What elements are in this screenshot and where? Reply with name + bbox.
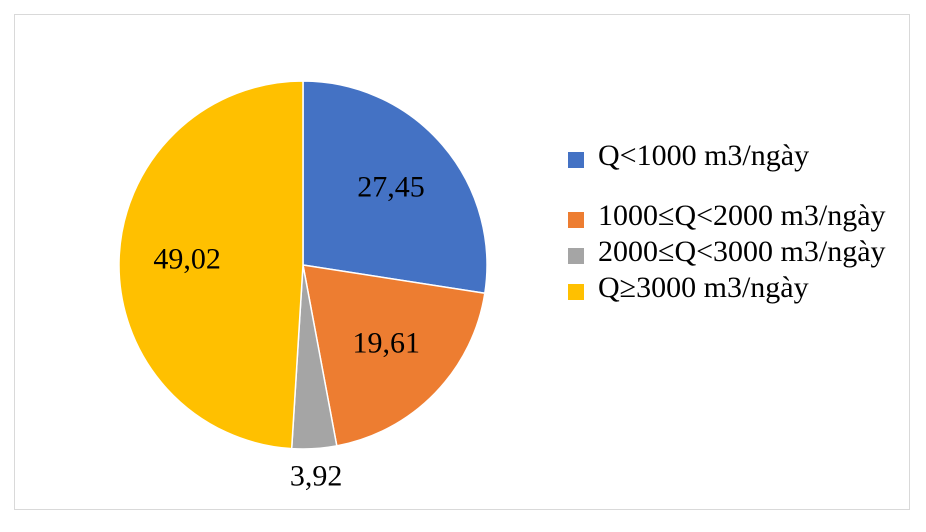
legend-label-q-1000-2000: 1000≤Q<2000 m3/ngày bbox=[598, 199, 886, 232]
legend: Q<1000 m3/ngày 1000≤Q<2000 m3/ngày 2000≤… bbox=[568, 138, 888, 306]
legend-swatch-yellow bbox=[568, 284, 584, 300]
legend-item-q-1000-2000: 1000≤Q<2000 m3/ngày bbox=[568, 198, 888, 234]
data-label-q-under-1000: 27,45 bbox=[357, 170, 425, 203]
legend-item-q-under-1000: Q<1000 m3/ngày bbox=[568, 138, 888, 174]
legend-swatch-orange bbox=[568, 212, 584, 228]
legend-label-q-2000-3000: 2000≤Q<3000 m3/ngày bbox=[598, 235, 886, 268]
pie-slice-q-over-3000 bbox=[118, 80, 304, 450]
data-label-q-over-3000: 49,02 bbox=[153, 242, 221, 275]
legend-label-q-over-3000: Q≥3000 m3/ngày bbox=[598, 271, 809, 304]
legend-swatch-gray bbox=[568, 248, 584, 264]
legend-swatch-blue bbox=[568, 152, 584, 168]
pie-slice-q-1000-2000 bbox=[302, 264, 486, 447]
pie-slice-q-under-1000 bbox=[302, 80, 488, 295]
legend-item-q-over-3000: Q≥3000 m3/ngày bbox=[568, 270, 888, 306]
legend-label-q-under-1000: Q<1000 m3/ngày bbox=[598, 139, 810, 172]
legend-item-q-2000-3000: 2000≤Q<3000 m3/ngày bbox=[568, 234, 888, 270]
data-label-q-1000-2000: 19,61 bbox=[352, 327, 420, 360]
data-label-q-2000-3000: 3,92 bbox=[290, 459, 343, 492]
